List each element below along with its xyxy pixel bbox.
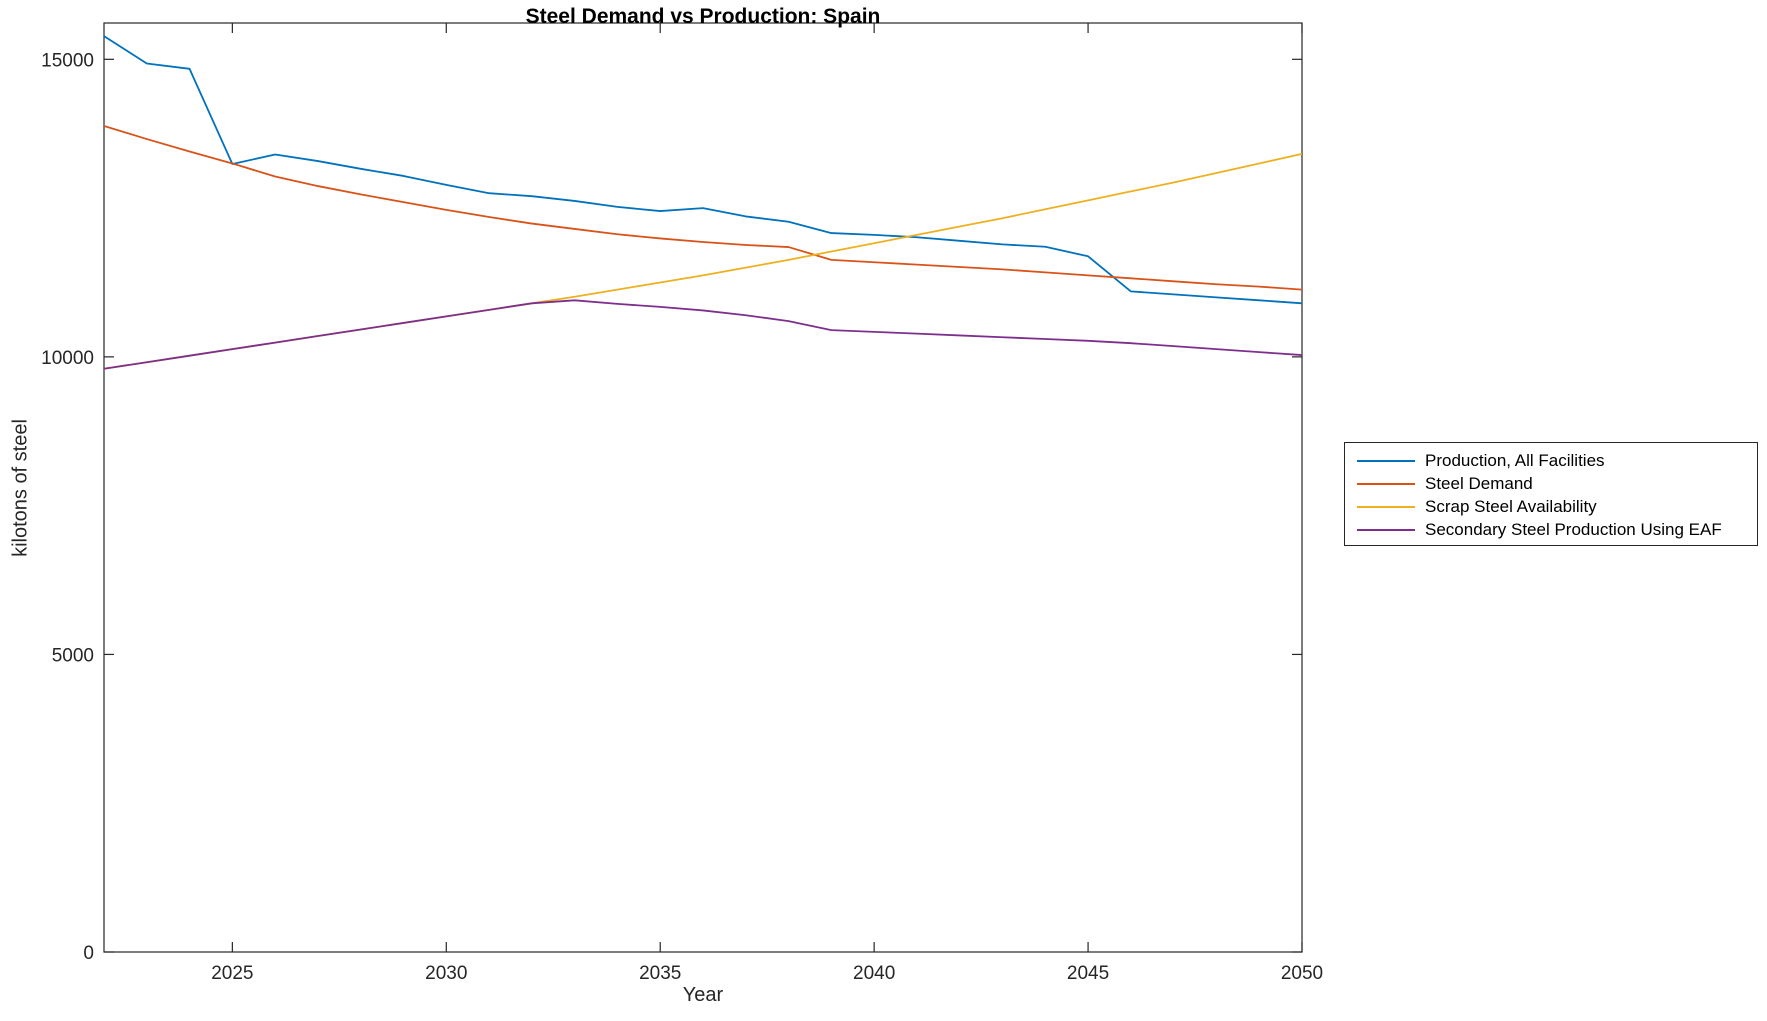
y-axis-label: kilotons of steel bbox=[9, 419, 32, 557]
legend-entry-label: Scrap Steel Availability bbox=[1425, 496, 1597, 516]
series-line-secondary-steel-production-using-eaf bbox=[103, 299, 1303, 370]
x-tick-label: 2045 bbox=[1067, 963, 1109, 984]
legend-line-swatch bbox=[1357, 459, 1415, 462]
legend-entry-label: Secondary Steel Production Using EAF bbox=[1425, 519, 1722, 539]
y-tick-label: 15000 bbox=[41, 50, 94, 71]
x-axis-label: Year bbox=[682, 984, 724, 1006]
legend: Production, All Facilities Steel Demand Sc… bbox=[1344, 442, 1758, 546]
x-tick-label: 2040 bbox=[853, 963, 895, 984]
x-tick-label: 2030 bbox=[425, 963, 467, 984]
legend-entry: Secondary Steel Production Using EAF bbox=[1357, 518, 1757, 541]
plot-area-border bbox=[103, 22, 1303, 953]
chart-title: Steel Demand vs Production: Spain bbox=[525, 5, 881, 28]
series-line-production-all-facilities bbox=[103, 35, 1303, 305]
legend-line-swatch bbox=[1357, 505, 1415, 508]
x-tick-label: 2035 bbox=[639, 963, 681, 984]
x-tick-label: 2025 bbox=[211, 963, 253, 984]
legend-entry-label: Steel Demand bbox=[1425, 473, 1533, 493]
y-tick-label: 5000 bbox=[52, 645, 94, 666]
legend-entry-label: Production, All Facilities bbox=[1425, 450, 1605, 470]
legend-entry: Production, All Facilities bbox=[1357, 449, 1757, 472]
legend-entry: Scrap Steel Availability bbox=[1357, 495, 1757, 518]
legend-entry: Steel Demand bbox=[1357, 472, 1757, 495]
legend-line-swatch bbox=[1357, 482, 1415, 485]
y-tick-label: 10000 bbox=[41, 348, 94, 369]
series-line-scrap-steel-availability bbox=[103, 153, 1303, 370]
series-line-steel-demand bbox=[103, 125, 1303, 291]
y-tick-label: 0 bbox=[83, 943, 94, 964]
legend-line-swatch bbox=[1357, 528, 1415, 531]
x-tick-label: 2050 bbox=[1281, 963, 1323, 984]
